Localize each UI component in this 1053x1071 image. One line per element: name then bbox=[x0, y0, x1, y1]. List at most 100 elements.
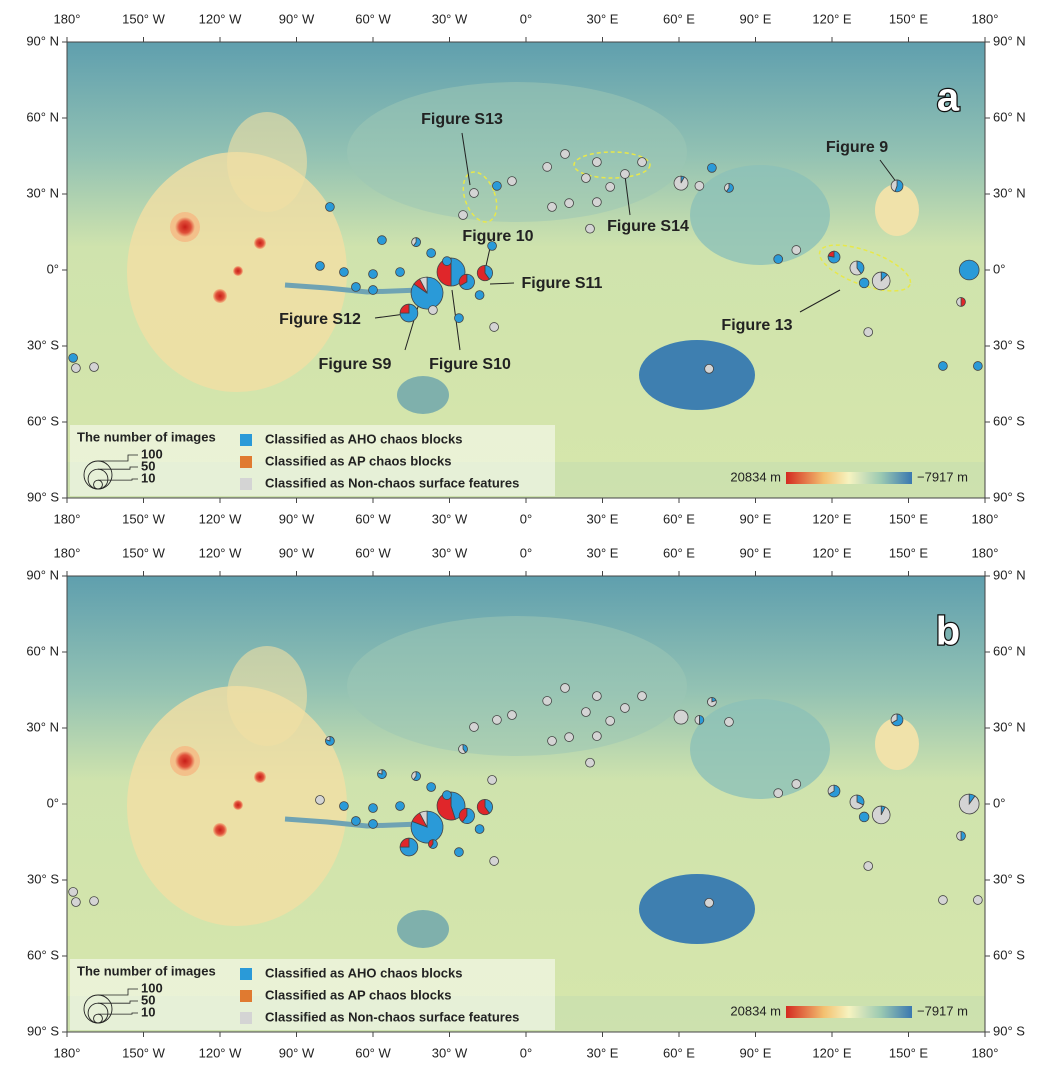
pie-slice bbox=[455, 314, 464, 323]
x-tick-label: 180° bbox=[54, 11, 81, 26]
legend-label: Classified as AP chaos blocks bbox=[265, 453, 451, 468]
pie-slice bbox=[864, 328, 873, 337]
y-tick-label: 90° N bbox=[993, 567, 1026, 582]
site-pie bbox=[325, 736, 334, 745]
colorbar-label: −7917 m bbox=[917, 1003, 968, 1018]
pie-slice bbox=[774, 789, 783, 798]
y-tick-label: 60° S bbox=[993, 947, 1025, 962]
site-pie bbox=[938, 896, 947, 905]
site-pie bbox=[396, 802, 405, 811]
pie-slice bbox=[674, 176, 688, 190]
pie-slice bbox=[872, 806, 890, 824]
site-pie bbox=[477, 265, 492, 280]
pie-slice bbox=[725, 717, 734, 726]
site-pie bbox=[455, 848, 464, 857]
pie-slice bbox=[351, 283, 360, 292]
pie-slice bbox=[561, 684, 570, 693]
pie-slice bbox=[369, 820, 378, 829]
size-legend-title: The number of images bbox=[77, 429, 216, 444]
site-pie bbox=[957, 297, 966, 306]
site-pie bbox=[957, 831, 966, 840]
site-pie bbox=[377, 770, 386, 779]
site-pie bbox=[475, 825, 484, 834]
site-pie bbox=[412, 772, 421, 781]
x-tick-label: 150° E bbox=[889, 11, 929, 26]
site-pie bbox=[621, 704, 630, 713]
y-tick-label: 60° S bbox=[27, 947, 59, 962]
legend-swatch bbox=[240, 990, 252, 1002]
site-pie bbox=[459, 745, 468, 754]
x-tick-label: 120° W bbox=[199, 1045, 243, 1060]
pie-slice bbox=[705, 364, 714, 373]
x-tick-label: 120° E bbox=[812, 545, 852, 560]
site-pie bbox=[455, 314, 464, 323]
pie-slice bbox=[475, 291, 484, 300]
site-pie bbox=[705, 898, 714, 907]
site-pie bbox=[316, 796, 325, 805]
x-tick-label: 90° E bbox=[740, 1045, 772, 1060]
pie-slice bbox=[488, 242, 497, 251]
site-pie bbox=[938, 362, 947, 371]
pie-slice bbox=[638, 158, 647, 167]
legend-swatch bbox=[240, 434, 252, 446]
annotation: Figure 10 bbox=[462, 228, 533, 245]
site-pie bbox=[351, 283, 360, 292]
legend-label: Classified as AHO chaos blocks bbox=[265, 431, 462, 446]
site-pie bbox=[638, 158, 647, 167]
y-tick-label: 0° bbox=[993, 261, 1005, 276]
site-pie bbox=[725, 183, 734, 192]
x-tick-label: 30° E bbox=[587, 11, 619, 26]
site-pie bbox=[459, 274, 474, 289]
x-tick-label: 180° bbox=[972, 511, 999, 526]
y-tick-label: 90° N bbox=[26, 33, 59, 48]
site-pie bbox=[340, 268, 349, 277]
pie-slice bbox=[621, 170, 630, 179]
site-pie bbox=[369, 286, 378, 295]
legend-swatch bbox=[240, 478, 252, 490]
colorbar-label: 20834 m bbox=[730, 469, 781, 484]
x-tick-label: 0° bbox=[520, 545, 532, 560]
site-pie bbox=[973, 362, 982, 371]
x-tick-label: 180° bbox=[54, 1045, 81, 1060]
annotation: Figure S11 bbox=[522, 275, 603, 292]
site-pie bbox=[400, 838, 418, 856]
pie-slice bbox=[443, 791, 452, 800]
pie-slice bbox=[792, 246, 801, 255]
site-pie bbox=[69, 887, 78, 896]
x-tick-label: 120° W bbox=[199, 511, 243, 526]
legend-label: Classified as Non-chaos surface features bbox=[265, 475, 519, 490]
pie-slice bbox=[470, 189, 479, 198]
pie-slice bbox=[443, 257, 452, 266]
legend-label: Classified as Non-chaos surface features bbox=[265, 1009, 519, 1024]
x-tick-label: 60° W bbox=[355, 545, 391, 560]
y-tick-label: 60° N bbox=[26, 643, 59, 658]
pie-slice bbox=[427, 783, 436, 792]
x-tick-label: 90° E bbox=[740, 511, 772, 526]
size-legend-label: 10 bbox=[141, 470, 155, 485]
x-tick-label: 180° bbox=[972, 545, 999, 560]
site-pie bbox=[488, 242, 497, 251]
site-pie bbox=[443, 257, 452, 266]
site-pie bbox=[561, 150, 570, 159]
site-pie bbox=[872, 806, 890, 824]
pie-slice bbox=[475, 825, 484, 834]
x-tick-label: 60° E bbox=[663, 11, 695, 26]
site-pie bbox=[508, 711, 517, 720]
site-pie bbox=[828, 251, 840, 263]
pie-slice bbox=[973, 896, 982, 905]
x-tick-label: 120° W bbox=[199, 11, 243, 26]
site-pie bbox=[586, 224, 595, 233]
legend-swatch bbox=[240, 968, 252, 980]
y-tick-label: 90° S bbox=[993, 1023, 1025, 1038]
site-pie bbox=[621, 170, 630, 179]
site-pie bbox=[864, 328, 873, 337]
site-pie bbox=[959, 794, 979, 814]
pie-slice bbox=[592, 732, 601, 741]
site-pie bbox=[488, 776, 497, 785]
pie-slice bbox=[859, 812, 869, 822]
x-tick-label: 150° E bbox=[889, 545, 929, 560]
x-tick-label: 60° E bbox=[663, 1045, 695, 1060]
site-pie bbox=[470, 723, 479, 732]
site-pie bbox=[695, 715, 704, 724]
pie-slice bbox=[369, 270, 378, 279]
